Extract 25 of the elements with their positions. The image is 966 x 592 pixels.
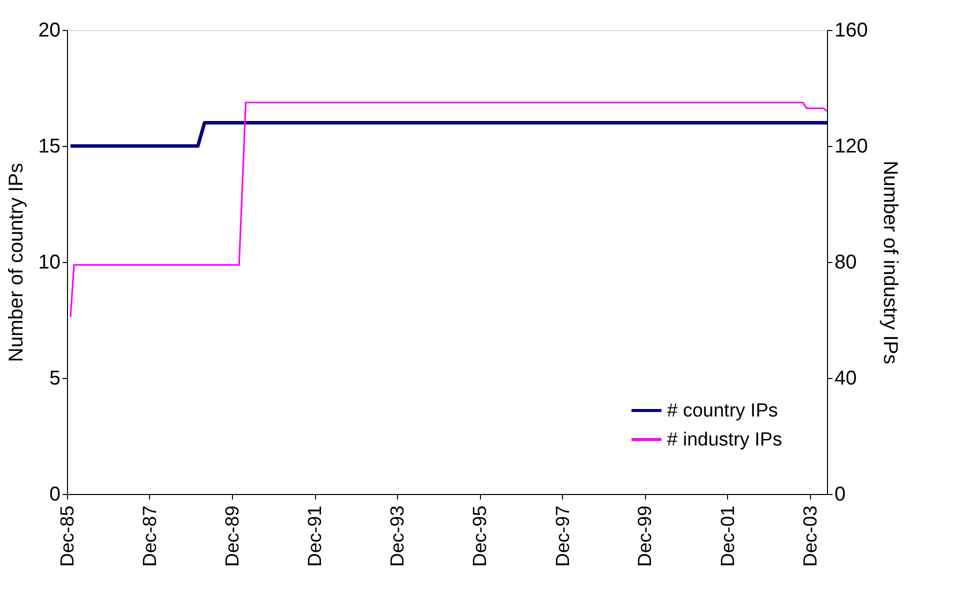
x-tick-label: Dec-03: [800, 506, 822, 567]
y-tick-label: 15: [38, 136, 60, 158]
x-tick-label: Dec-95: [470, 506, 492, 567]
y-tick-label: 0: [49, 484, 60, 506]
y2-axis-title: Number of industry IPs: [878, 160, 901, 364]
y2-tick-label: 0: [834, 484, 846, 506]
y-tick-label: 5: [49, 368, 60, 390]
legend-label: # country IPs: [667, 400, 778, 422]
y2-tick-label: 160: [834, 20, 868, 42]
y-axis-title: Number of country IPs: [5, 163, 28, 362]
y-tick-label: 20: [38, 20, 60, 42]
x-tick-label: Dec-87: [140, 506, 161, 567]
legend-label: # industry IPs: [667, 430, 782, 450]
x-tick-label: Dec-93: [388, 506, 409, 567]
y2-tick-label: 120: [834, 136, 868, 158]
x-tick-label: Dec-91: [305, 506, 326, 567]
y2-tick-label: 80: [834, 252, 857, 274]
x-tick-label: Dec-97: [552, 506, 574, 567]
x-tick-label: Dec-01: [718, 506, 739, 567]
x-tick-label: Dec-85: [58, 506, 78, 567]
y2-tick-label: 40: [834, 368, 857, 390]
x-tick-label: Dec-89: [222, 506, 244, 567]
y-tick-label: 10: [38, 252, 60, 274]
line-series: [70, 102, 828, 318]
x-tick-label: Dec-99: [635, 506, 656, 567]
